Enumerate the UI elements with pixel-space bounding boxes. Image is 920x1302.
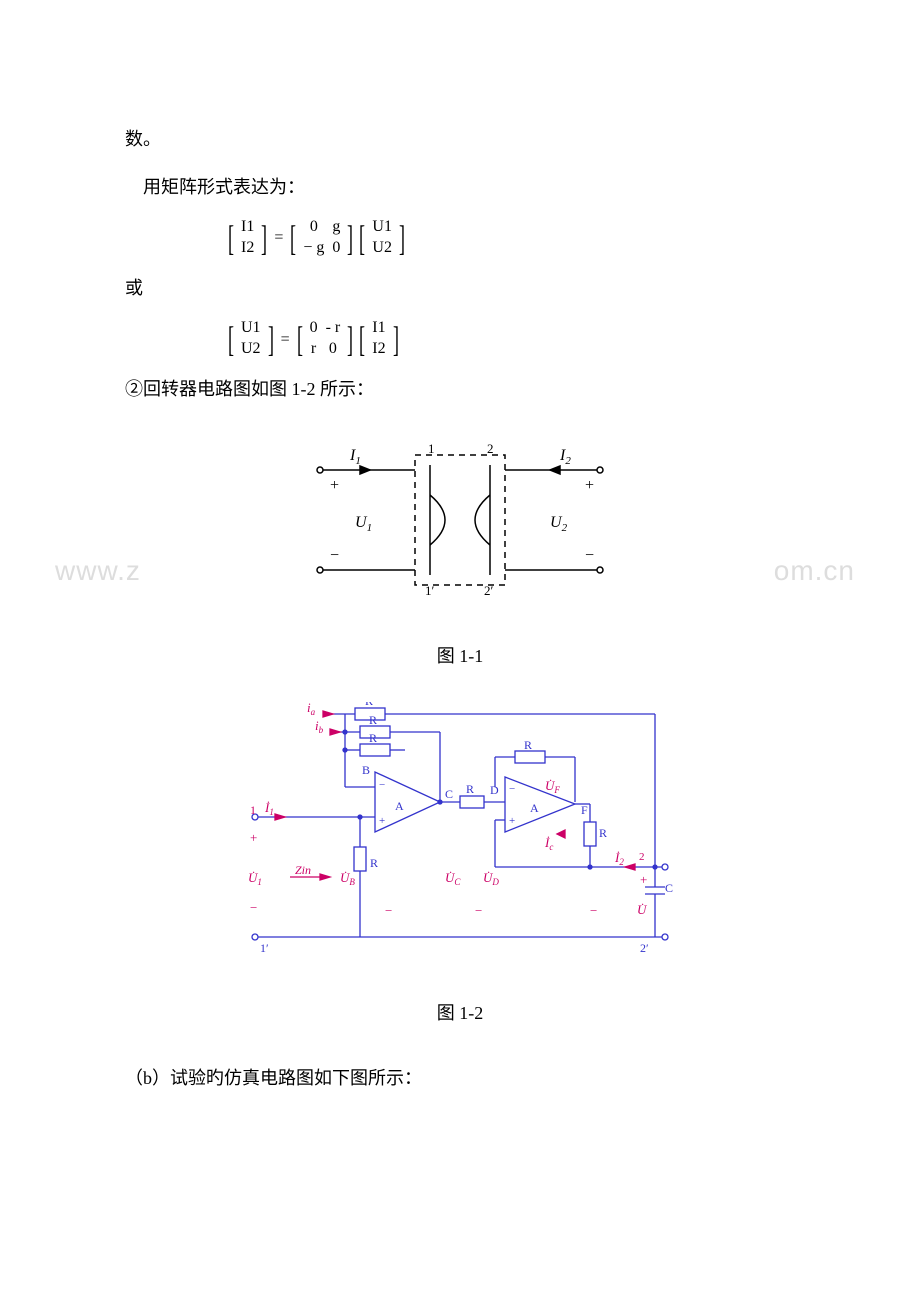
svg-text:U̇B: U̇B <box>340 870 355 887</box>
svg-text:1′: 1′ <box>260 941 269 955</box>
svg-text:ia: ia <box>307 702 316 717</box>
svg-text:−: − <box>385 903 392 918</box>
gyrator-symbol-diagram: I1 I2 + + U1 U2 − − 1 2 1′ 2′ <box>310 435 610 605</box>
svg-text:+: + <box>509 815 515 827</box>
caption-1-1: 图 1-1 <box>125 637 795 677</box>
text-line-3: 或 <box>125 269 795 309</box>
text-line-1: 数。 <box>125 120 795 160</box>
svg-text:Zin: Zin <box>295 863 311 877</box>
svg-text:A: A <box>530 801 539 815</box>
svg-text:U̇D: U̇D <box>483 870 499 887</box>
svg-text:+: + <box>330 477 339 494</box>
svg-text:R: R <box>524 738 532 752</box>
svg-text:2′: 2′ <box>640 941 649 955</box>
svg-text:−: − <box>330 547 339 564</box>
svg-text:1′: 1′ <box>425 583 435 598</box>
svg-text:U2: U2 <box>550 514 568 534</box>
svg-text:F: F <box>581 803 588 817</box>
svg-text:2: 2 <box>639 851 645 863</box>
svg-text:−: − <box>585 547 594 564</box>
svg-text:−: − <box>475 903 482 918</box>
svg-text:D: D <box>490 783 499 797</box>
svg-text:−: − <box>379 779 385 791</box>
svg-text:−: − <box>509 783 515 795</box>
svg-text:C: C <box>445 787 453 801</box>
svg-text:+: + <box>250 830 257 845</box>
svg-text:I1: I1 <box>349 447 361 467</box>
gyrator-circuit-diagram: ia ib İ1 + U̇1 − Zin U̇B U̇C U̇D U̇F İc … <box>245 702 675 962</box>
svg-text:2′: 2′ <box>484 583 494 598</box>
svg-text:R: R <box>466 782 474 796</box>
svg-text:R: R <box>365 702 373 708</box>
svg-text:U̇1: U̇1 <box>248 870 262 887</box>
svg-text:1: 1 <box>428 441 435 456</box>
text-line-2: 用矩阵形式表达为： <box>125 168 795 208</box>
matrix-equation-2: [ U1U2 ] = [ 0r - r0 ] [ I1I2 ] <box>225 318 795 360</box>
svg-text:+: + <box>585 477 594 494</box>
svg-text:U̇C: U̇C <box>445 870 461 887</box>
svg-text:U̇F: U̇F <box>545 778 560 795</box>
svg-text:B: B <box>362 763 370 777</box>
svg-text:İ2: İ2 <box>614 850 624 867</box>
svg-text:I2: I2 <box>559 447 571 467</box>
matrix-equation-1: [ I1I2 ] = [ 0− g g0 ] [ U1U2 ] <box>225 217 795 259</box>
svg-text:U1: U1 <box>355 514 372 534</box>
svg-text:−: − <box>590 903 597 918</box>
svg-text:İc: İc <box>544 835 553 852</box>
svg-text:−: − <box>250 900 257 915</box>
svg-text:A: A <box>395 799 404 813</box>
svg-text:2: 2 <box>487 441 494 456</box>
svg-text:+: + <box>640 872 647 887</box>
figure-1-2: ia ib İ1 + U̇1 − Zin U̇B U̇C U̇D U̇F İc … <box>125 702 795 977</box>
text-line-4: ②回转器电路图如图 1-2 所示： <box>125 370 795 410</box>
caption-1-2: 图 1-2 <box>125 994 795 1034</box>
watermark-right: om.cn <box>774 540 855 602</box>
svg-text:C: C <box>665 881 673 895</box>
svg-text:U̇: U̇ <box>637 902 648 917</box>
svg-text:R: R <box>369 713 377 727</box>
svg-text:İ1: İ1 <box>264 800 274 817</box>
svg-text:R: R <box>599 826 607 840</box>
svg-text:R: R <box>369 731 377 745</box>
svg-text:+: + <box>379 815 385 827</box>
svg-text:1: 1 <box>250 803 256 817</box>
text-line-2-content: 用矩阵形式表达为： <box>143 177 305 197</box>
watermark-left: www.z <box>55 540 141 602</box>
text-line-5: （b）试验旳仿真电路图如下图所示： <box>125 1059 795 1099</box>
svg-text:ib: ib <box>315 718 324 735</box>
svg-text:R: R <box>370 856 378 870</box>
figure-1-1: www.z om.cn I1 <box>125 435 795 620</box>
